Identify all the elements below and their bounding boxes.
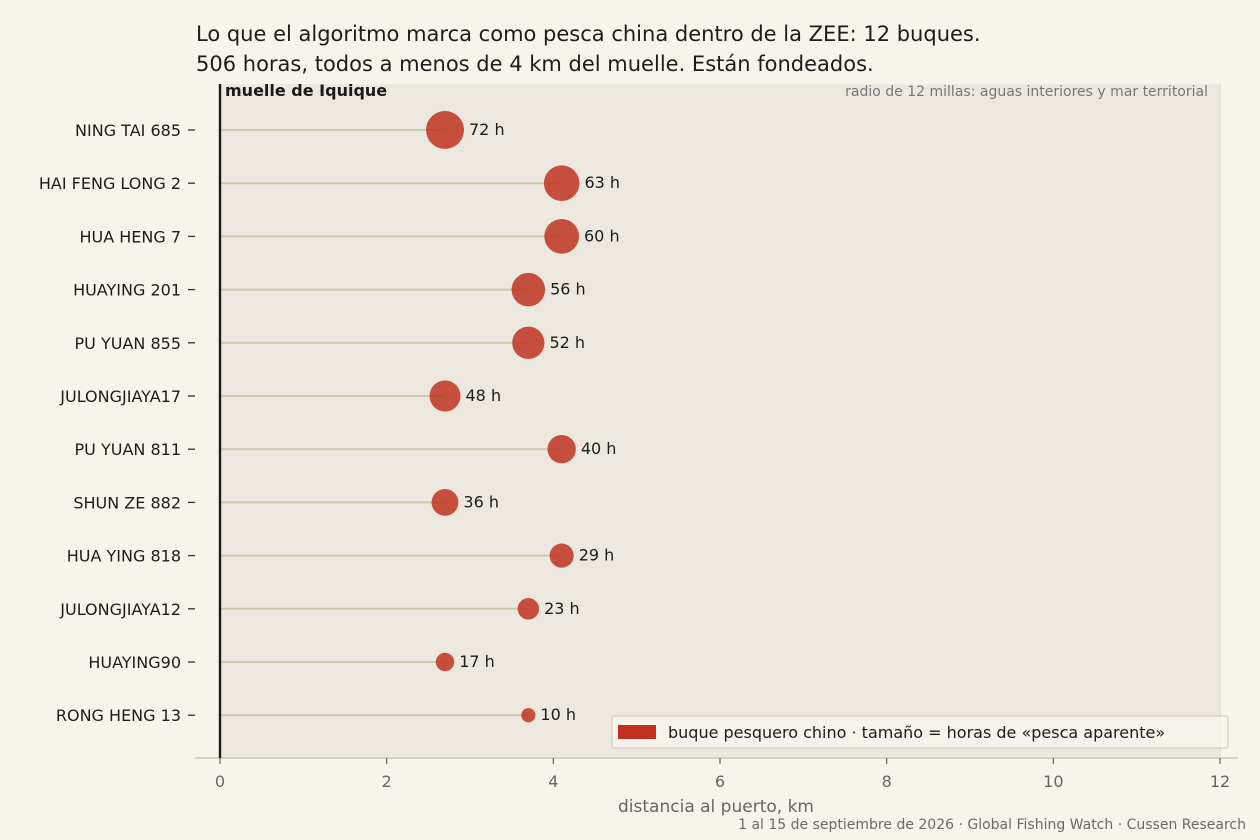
vessel-dot: [543, 165, 580, 201]
chart-title-line-2: 506 horas, todos a menos de 4 km del mue…: [196, 52, 874, 76]
vessel-dot: [549, 543, 574, 568]
legend-swatch: [618, 725, 656, 739]
chart-title-line-1: Lo que el algoritmo marca como pesca chi…: [196, 22, 981, 46]
x-tick-label: 4: [548, 772, 558, 791]
vessel-dot: [512, 326, 545, 359]
vessel-dot: [429, 380, 461, 412]
y-tick-label: HUA HENG 7: [79, 227, 181, 246]
port-label: muelle de Iquique: [225, 81, 387, 100]
dot-label: 60 h: [584, 226, 620, 245]
vessel-dot: [517, 598, 540, 620]
x-axis-label: distancia al puerto, km: [618, 797, 814, 817]
vessel-dot: [521, 708, 536, 723]
dot-label: 36 h: [463, 492, 499, 511]
dot-label: 63 h: [584, 173, 620, 192]
dot-label: 52 h: [549, 333, 585, 352]
y-tick-label: PU YUAN 811: [75, 440, 181, 459]
x-tick-label: 6: [715, 772, 725, 791]
vessel-dot: [431, 488, 459, 516]
x-tick-label: 10: [1043, 772, 1063, 791]
vessel-dot: [511, 272, 546, 307]
x-tick-label: 8: [882, 772, 892, 791]
y-tick-label: NING TAI 685: [75, 121, 181, 140]
dot-label: 29 h: [579, 546, 615, 565]
legend: buque pesquero chino · tamaño = horas de…: [611, 715, 1229, 749]
vessel-dot: [544, 219, 580, 254]
dots-group: [426, 111, 580, 723]
chart-title: Lo que el algoritmo marca como pesca chi…: [196, 19, 981, 79]
source-footer: 1 al 15 de septiembre de 2026 · Global F…: [738, 817, 1246, 833]
dot-labels-group: 72 h 63 h 60 h 56 h 52 h 48 h 40 h 36 h 29 h 23 h…: [459, 120, 620, 724]
y-tick-label: HAI FENG LONG 2: [39, 174, 181, 193]
x-tick-label: 12: [1210, 772, 1230, 791]
x-axis: 0 2 4 6 8 10 12: [195, 84, 1238, 791]
dot-label: 10 h: [540, 705, 576, 724]
y-tick-label: JULONGJIAYA17: [59, 387, 181, 406]
vessel-dot: [547, 435, 576, 464]
x-tick-label: 2: [382, 772, 392, 791]
y-tick-label: RONG HENG 13: [56, 706, 181, 725]
dot-label: 23 h: [544, 599, 580, 618]
dot-label: 40 h: [581, 439, 617, 458]
y-tick-label: PU YUAN 855: [75, 334, 181, 353]
legend-box: [611, 715, 1229, 749]
dot-label: 48 h: [466, 386, 502, 405]
y-tick-labels-group: NING TAI 685 HAI FENG LONG 2 HUA HENG 7 HUA…: [39, 121, 195, 725]
zone-note: radio de 12 millas: aguas interiores y m…: [845, 84, 1208, 100]
dot-label: 56 h: [550, 280, 586, 299]
legend-label: buque pesquero chino · tamaño = horas de…: [668, 723, 1165, 742]
x-tick-label: 0: [215, 772, 225, 791]
y-tick-label: SHUN ZE 882: [73, 493, 181, 512]
y-tick-label: HUAYING90: [88, 653, 181, 672]
vessel-dot: [426, 111, 464, 149]
y-tick-label: JULONGJIAYA12: [59, 600, 181, 619]
vessel-dot: [435, 652, 455, 672]
dot-label: 72 h: [469, 120, 505, 139]
stems-group: [220, 129, 562, 717]
y-tick-label: HUA YING 818: [67, 547, 181, 566]
dot-label: 17 h: [459, 652, 495, 671]
y-tick-label: HUAYING 201: [73, 281, 181, 300]
plot-area: [220, 84, 1220, 758]
